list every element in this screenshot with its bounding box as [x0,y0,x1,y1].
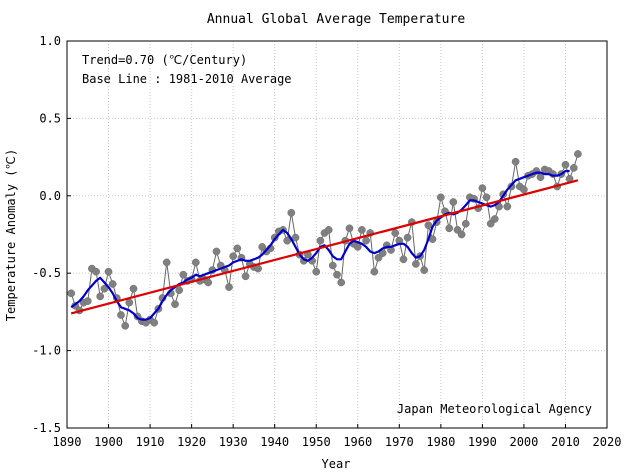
annual-point [333,270,341,279]
annual-point [241,272,250,281]
annual-point [412,260,420,268]
annual-point [67,289,76,298]
x-tick-label: 1910 [136,435,165,449]
annual-point [561,160,570,169]
y-axis-label: Temperature Anomaly (℃) [4,149,18,321]
annual-point [358,226,366,234]
annual-point [283,236,292,245]
x-tick-label: 1900 [94,435,123,449]
annual-point [287,208,296,217]
y-tick-label: -1.5 [32,421,61,435]
annual-point [162,258,171,267]
annual-point [391,229,400,237]
y-tick-label: -0.5 [32,266,61,280]
x-axis-ticks: 1890 1900 1910 1920 1930 1940 1950 1960 1970 1980… [53,424,622,449]
source-annotation: Japan Meteorological Agency [397,402,592,416]
x-tick-label: 1920 [177,435,206,449]
annual-point [511,157,520,166]
annual-point [96,292,105,301]
annual-point [370,267,379,276]
annual-point [424,221,433,230]
annual-point [150,318,159,327]
x-tick-label: 1990 [468,435,497,449]
trend-line [70,179,579,315]
annual-point [449,198,458,206]
annual-point [482,193,491,202]
annual-point [291,233,300,242]
annual-point [125,298,134,307]
y-tick-label: 1.0 [39,34,61,48]
annual-point [108,280,117,288]
moving-average-line [70,169,570,321]
annual-point [129,284,138,293]
annual-line [70,153,579,328]
x-tick-label: 1970 [385,435,414,449]
annual-point [353,243,362,251]
annual-point [104,267,113,276]
plot-frame [66,40,608,429]
annual-point [92,267,100,276]
annual-point [574,150,582,158]
annual-point [345,224,354,233]
annual-point [399,255,408,264]
annual-point [362,236,370,245]
x-tick-label: 1890 [53,435,82,449]
x-tick-label: 2010 [551,435,580,449]
annual-point [225,283,233,291]
annual-point [212,247,221,256]
annual-point [461,219,470,228]
annual-point [121,321,130,330]
x-tick-label: 1930 [219,435,248,449]
annual-point [324,226,333,234]
annual-point [337,278,346,287]
x-tick-label: 1950 [302,435,331,449]
annual-point [478,184,487,192]
trend-annotation: Trend=0.70 (℃/Century) [82,53,247,67]
annual-series-line [70,153,579,328]
y-axis-ticks: 1.0 0.5 0.0 -0.5 -1.0 -1.5 [32,34,71,435]
annual-point [457,230,466,239]
annual-point [233,244,242,253]
annual-point [191,258,200,267]
annual-point [328,261,337,270]
grid-lines [67,41,607,428]
chart-title: Annual Global Average Temperature [207,12,465,27]
annual-point [204,278,213,287]
annual-point [171,300,179,309]
annual-point [175,286,184,295]
annual-point [100,284,109,293]
annual-point [520,185,528,194]
annual-point [436,193,445,202]
trend-series [70,179,579,315]
annual-point [312,267,321,276]
annual-point [316,236,325,245]
x-axis-label: Year [322,457,351,471]
annual-point [229,252,238,261]
x-tick-label: 2020 [593,435,622,449]
y-tick-label: -1.0 [32,344,61,358]
annual-point [420,266,429,274]
x-tick-label: 1980 [426,435,455,449]
x-tick-label: 2000 [509,435,538,449]
annual-point [83,297,92,305]
moving-average-series [70,169,570,321]
y-tick-label: 0.0 [39,189,61,203]
annual-point [536,173,545,182]
annual-point [503,202,512,211]
annual-point [445,224,454,233]
x-tick-label: 1960 [343,435,372,449]
y-tick-label: 0.5 [39,111,61,125]
annual-point [490,215,499,223]
annual-point [179,270,188,279]
annual-points [67,150,582,330]
annual-point [569,164,578,172]
annual-point [403,233,412,242]
baseline-annotation: Base Line : 1981-2010 Average [82,72,292,86]
x-tick-label: 1940 [260,435,289,449]
annual-point [117,311,125,319]
